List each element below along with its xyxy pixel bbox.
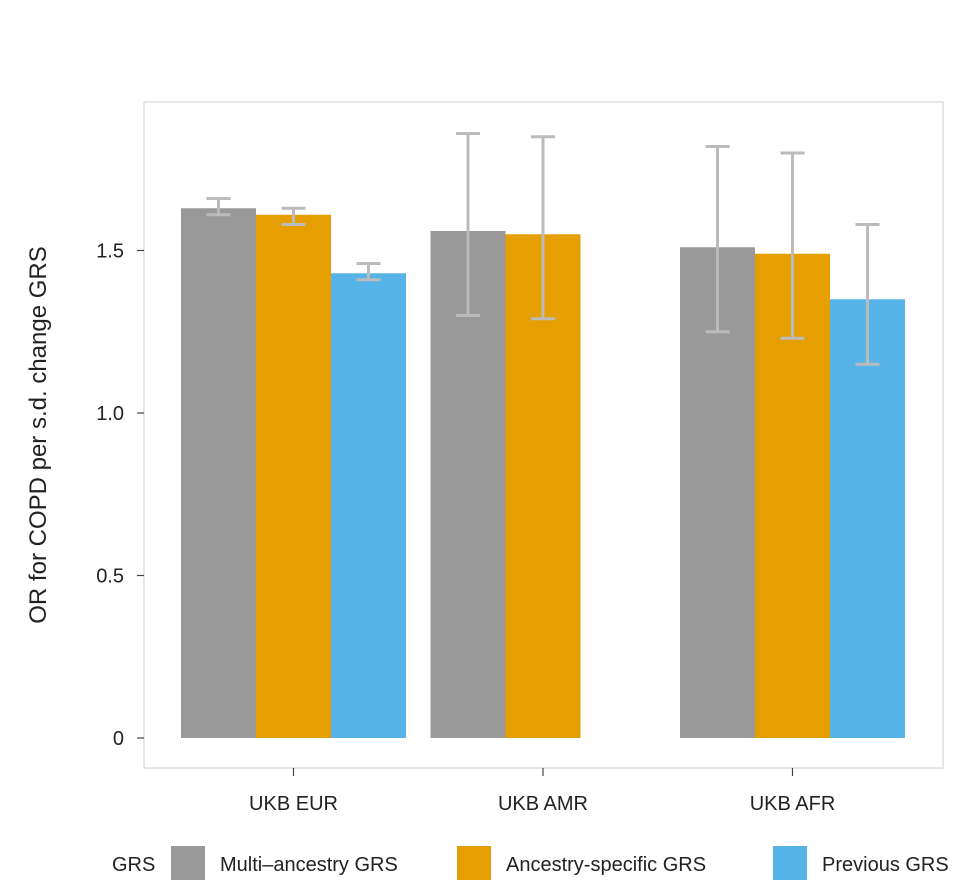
bar [830,299,905,738]
legend-label: Ancestry-specific GRS [506,854,706,876]
y-tick-label: 0.5 [96,566,124,588]
bar [256,214,331,738]
x-tick-label: UKB AMR [498,793,588,815]
x-tick-label: UKB AFR [750,793,836,815]
legend-title: GRS [112,854,155,876]
y-axis-title: OR for COPD per s.d. change GRS [25,246,52,623]
y-tick-label: 1.0 [96,403,124,425]
legend: GRS Multi–ancestry GRS Ancestry-specific … [112,846,949,880]
errorbars-layer [206,132,880,366]
y-tick-label: 1.5 [96,241,124,263]
legend-swatch [773,846,807,880]
x-tick-label: UKB EUR [249,793,338,815]
bar [181,208,256,738]
bar [331,273,406,738]
legend-swatch [457,846,491,880]
legend-label: Multi–ancestry GRS [220,854,398,876]
y-axis: 0 0.5 1.0 1.5 [96,241,144,750]
x-axis: UKB EUR UKB AMR UKB AFR [249,768,835,815]
y-tick-label: 0 [113,728,124,750]
legend-swatch [171,846,205,880]
legend-label: Previous GRS [822,854,949,876]
